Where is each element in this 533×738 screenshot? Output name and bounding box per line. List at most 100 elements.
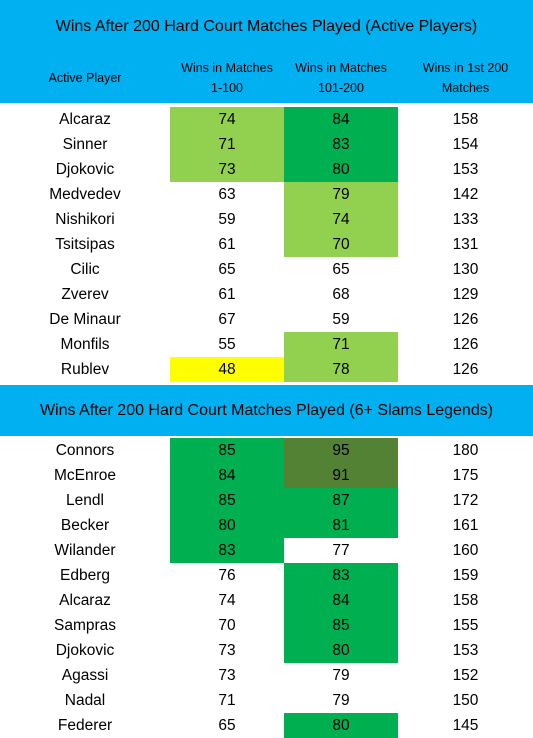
wins-first-200-cell: 126 — [452, 360, 479, 378]
wins-first-200-cell: 142 — [452, 185, 479, 203]
wins-first-200-cell: 126 — [452, 335, 479, 353]
wins-101-200-cell: 80 — [284, 638, 398, 663]
column-header-row: Active Player Wins in Matches 1-100 Wins… — [0, 53, 533, 103]
wins-101-200-cell: 84 — [284, 588, 398, 613]
table-row: Connors 85 95 180 — [0, 438, 533, 463]
wins-first-200-cell: 130 — [452, 260, 479, 278]
table-row: Edberg 76 83 159 — [0, 563, 533, 588]
table-row: Agassi 73 79 152 — [0, 663, 533, 688]
player-name-cell: Edberg — [60, 566, 110, 584]
table-row: Tsitsipas 61 70 131 — [0, 232, 533, 257]
wins-1-100-cell: 61 — [170, 282, 284, 307]
wins-first-200-cell: 155 — [452, 616, 479, 634]
header-wins-101-200: Wins in Matches 101-200 — [295, 61, 387, 95]
player-name-cell: Agassi — [61, 666, 109, 684]
player-name-cell: Rublev — [60, 360, 110, 378]
wins-1-100-cell: 71 — [170, 132, 284, 157]
player-name-cell: Sampras — [53, 616, 117, 634]
wins-101-200-cell: 74 — [284, 207, 398, 232]
wins-first-200-cell: 152 — [452, 666, 479, 684]
table-row: Sinner 71 83 154 — [0, 132, 533, 157]
wins-first-200-cell: 126 — [452, 310, 479, 328]
wins-1-100-cell: 65 — [170, 257, 284, 282]
wins-1-100-cell: 70 — [170, 613, 284, 638]
legends-table: Connors 85 95 180 McEnroe 84 91 175 Lendl 85 87 172… — [0, 438, 533, 738]
wins-101-200-cell: 80 — [284, 713, 398, 738]
player-name-cell: Nishikori — [55, 210, 115, 228]
player-name-cell: Monfils — [60, 335, 110, 353]
wins-first-200-cell: 158 — [452, 110, 479, 128]
player-name-cell: Federer — [57, 716, 113, 734]
player-name-cell: Becker — [60, 516, 110, 534]
header-wins-first-200: Wins in 1st 200 Matches — [422, 61, 509, 95]
header-player: Active Player — [48, 71, 122, 85]
player-name-cell: Djokovic — [55, 641, 115, 659]
wins-1-100-cell: 85 — [170, 488, 284, 513]
table-row: Zverev 61 68 129 — [0, 282, 533, 307]
wins-1-100-cell: 73 — [170, 157, 284, 182]
wins-first-200-cell: 160 — [452, 541, 479, 559]
wins-101-200-cell: 91 — [284, 463, 398, 488]
wins-1-100-cell: 73 — [170, 663, 284, 688]
table-row: Rublev 48 78 126 — [0, 357, 533, 382]
table-row: Lendl 85 87 172 — [0, 488, 533, 513]
wins-first-200-cell: 150 — [452, 691, 479, 709]
wins-first-200-cell: 153 — [452, 160, 479, 178]
wins-101-200-cell: 83 — [284, 563, 398, 588]
table-row: Nadal 71 79 150 — [0, 688, 533, 713]
table-row: Becker 80 81 161 — [0, 513, 533, 538]
wins-101-200-cell: 65 — [284, 257, 398, 282]
wins-1-100-cell: 59 — [170, 207, 284, 232]
wins-101-200-cell: 68 — [284, 282, 398, 307]
table-row: Alcaraz 74 84 158 — [0, 107, 533, 132]
player-name-cell: Sinner — [62, 135, 108, 153]
wins-1-100-cell: 67 — [170, 307, 284, 332]
player-name-cell: Connors — [55, 441, 115, 459]
wins-1-100-cell: 61 — [170, 232, 284, 257]
wins-1-100-cell: 71 — [170, 688, 284, 713]
wins-101-200-cell: 79 — [284, 688, 398, 713]
wins-1-100-cell: 65 — [170, 713, 284, 738]
wins-first-200-cell: 133 — [452, 210, 479, 228]
wins-101-200-cell: 78 — [284, 357, 398, 382]
wins-101-200-cell: 77 — [284, 538, 398, 563]
player-name-cell: Alcaraz — [59, 591, 111, 609]
player-name-cell: Cilic — [70, 260, 100, 278]
table-row: Sampras 70 85 155 — [0, 613, 533, 638]
wins-1-100-cell: 55 — [170, 332, 284, 357]
player-name-cell: De Minaur — [49, 310, 121, 328]
player-name-cell: Wilander — [54, 541, 116, 559]
wins-101-200-cell: 80 — [284, 157, 398, 182]
wins-first-200-cell: 129 — [452, 285, 479, 303]
wins-first-200-cell: 131 — [452, 235, 479, 253]
wins-1-100-cell: 73 — [170, 638, 284, 663]
table-row: De Minaur 67 59 126 — [0, 307, 533, 332]
wins-1-100-cell: 74 — [170, 107, 284, 132]
player-name-cell: McEnroe — [53, 466, 117, 484]
wins-101-200-cell: 79 — [284, 182, 398, 207]
wins-first-200-cell: 153 — [452, 641, 479, 659]
table-row: Wilander 83 77 160 — [0, 538, 533, 563]
wins-101-200-cell: 59 — [284, 307, 398, 332]
table-row: Cilic 65 65 130 — [0, 257, 533, 282]
table-row: Djokovic 73 80 153 — [0, 638, 533, 663]
wins-101-200-cell: 87 — [284, 488, 398, 513]
wins-101-200-cell: 71 — [284, 332, 398, 357]
player-name-cell: Alcaraz — [59, 110, 111, 128]
wins-1-100-cell: 85 — [170, 438, 284, 463]
wins-101-200-cell: 95 — [284, 438, 398, 463]
wins-1-100-cell: 76 — [170, 563, 284, 588]
wins-101-200-cell: 81 — [284, 513, 398, 538]
wins-101-200-cell: 84 — [284, 107, 398, 132]
player-name-cell: Djokovic — [55, 160, 115, 178]
wins-1-100-cell: 63 — [170, 182, 284, 207]
wins-first-200-cell: 172 — [452, 491, 479, 509]
wins-first-200-cell: 161 — [452, 516, 479, 534]
wins-1-100-cell: 80 — [170, 513, 284, 538]
wins-first-200-cell: 159 — [452, 566, 479, 584]
active-players-title: Wins After 200 Hard Court Matches Played… — [0, 0, 533, 53]
wins-101-200-cell: 79 — [284, 663, 398, 688]
table-row: McEnroe 84 91 175 — [0, 463, 533, 488]
wins-first-200-cell: 180 — [452, 441, 479, 459]
table-row: Djokovic 73 80 153 — [0, 157, 533, 182]
